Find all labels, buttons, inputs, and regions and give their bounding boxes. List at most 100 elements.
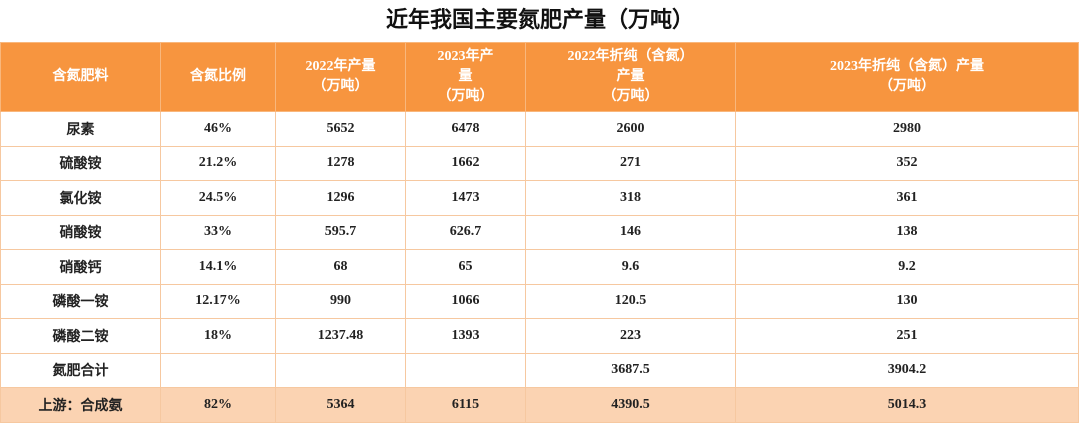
- cell-text: 1296: [326, 189, 355, 205]
- table-row: 硫酸铵 21.2% 1278 1662 271 352: [0, 145, 1079, 181]
- header-row: 含氮肥料 含氮比例 2022年产量 （万吨） 2023年产量（万吨） 2022年折纯（含氮…: [0, 42, 1079, 112]
- cell-text: 1662: [451, 155, 480, 171]
- table-row: 磷酸一铵 12.17% 990 1066 120.5 130: [0, 283, 1079, 319]
- header-cell: 含氮肥料: [0, 42, 161, 112]
- header-line: 含氮肥料: [52, 69, 109, 84]
- table-cell: 1296: [275, 180, 406, 216]
- table-cell: 251: [735, 318, 1079, 354]
- table-cell: 2980: [735, 111, 1079, 147]
- table-cell: 24.5%: [160, 180, 276, 216]
- table-cell: 352: [735, 145, 1079, 181]
- header-line: 2023年产: [437, 49, 494, 64]
- cell-text: 14.1%: [198, 258, 238, 274]
- cell-text: 尿素: [66, 122, 95, 138]
- table-cell: 1662: [405, 145, 526, 181]
- table-cell: 5652: [275, 111, 406, 147]
- table-cell: 21.2%: [160, 145, 276, 181]
- table-cell: 4390.5: [525, 387, 736, 423]
- table-row: 氯化铵 24.5% 1296 1473 318 361: [0, 180, 1079, 216]
- table-cell: 595.7: [275, 214, 406, 250]
- table-cell: 14.1%: [160, 249, 276, 285]
- table-cell: 磷酸二铵: [0, 318, 161, 354]
- table-cell: 6115: [405, 387, 526, 423]
- table-cell: 130: [735, 283, 1079, 319]
- cell-text: 6478: [451, 120, 480, 136]
- table-cell: 318: [525, 180, 736, 216]
- cell-text: 2980: [893, 120, 921, 136]
- header-cell: 含氮比例: [160, 42, 276, 112]
- table-cell: 硫酸铵: [0, 145, 161, 181]
- cell-text: 1393: [451, 327, 480, 343]
- cell-text: 硝酸钙: [59, 260, 102, 276]
- cell-text: 上游：合成氨: [38, 398, 123, 414]
- cell-text: 361: [896, 189, 918, 205]
- cell-text: 3687.5: [611, 362, 650, 378]
- cell-text: 氮肥合计: [52, 364, 109, 380]
- cell-text: 24.5%: [198, 189, 238, 205]
- header-cell: 2023年折纯（含氮）产量 （万吨）: [735, 42, 1079, 112]
- header-cell: 2022年折纯（含氮） 产量 （万吨）: [525, 42, 736, 112]
- table-cell: 氯化铵: [0, 180, 161, 216]
- table-row: 硝酸铵 33% 595.7 626.7 146 138: [0, 214, 1079, 250]
- header-line: 产量: [616, 69, 645, 84]
- cell-text: 130: [896, 293, 918, 309]
- header-line: （万吨）: [879, 79, 935, 94]
- table-cell: [160, 352, 276, 388]
- table-cell: 氮肥合计: [0, 352, 161, 388]
- table-cell: [405, 352, 526, 388]
- table-cell: 硝酸铵: [0, 214, 161, 250]
- cell-text: 65: [458, 258, 473, 274]
- cell-text: 4390.5: [611, 396, 650, 412]
- cell-text: 21.2%: [198, 155, 238, 171]
- title: 近年我国主要氮肥产量（万吨）: [385, 7, 694, 32]
- header-line: 量: [458, 69, 473, 84]
- table-cell: 626.7: [405, 214, 526, 250]
- table-cell: 33%: [160, 214, 276, 250]
- cell-text: 1473: [451, 189, 480, 205]
- cell-text: 2600: [616, 120, 645, 136]
- header-line: 含氮比例: [190, 69, 246, 84]
- table-cell: 65: [405, 249, 526, 285]
- table-row: 磷酸二铵 18% 1237.48 1393 223 251: [0, 318, 1079, 354]
- cell-text: 硝酸铵: [59, 226, 102, 242]
- cell-text: 138: [896, 224, 918, 240]
- table-cell: 12.17%: [160, 283, 276, 319]
- table-cell: 223: [525, 318, 736, 354]
- cell-text: 磷酸二铵: [52, 329, 109, 345]
- cell-text: 352: [896, 155, 918, 171]
- cell-text: 18%: [204, 327, 232, 343]
- cell-text: 12.17%: [195, 293, 241, 309]
- table-cell: 尿素: [0, 111, 161, 147]
- cell-text: 146: [620, 224, 641, 240]
- cell-text: 5364: [326, 396, 355, 412]
- cell-text: 1278: [326, 155, 355, 171]
- table-cell: 1393: [405, 318, 526, 354]
- header-cell: 2023年产量 （万吨）: [405, 42, 526, 112]
- table-cell: 146: [525, 214, 736, 250]
- table-cell: 82%: [160, 387, 276, 423]
- table-cell: 5364: [275, 387, 406, 423]
- cell-text: 68: [333, 258, 348, 274]
- table-cell: 硝酸钙: [0, 249, 161, 285]
- table-cell: 9.6: [525, 249, 736, 285]
- table-cell: 46%: [160, 111, 276, 147]
- cell-text: 82%: [204, 396, 232, 412]
- cell-text: 120.5: [614, 293, 647, 309]
- cell-text: 5014.3: [887, 396, 927, 412]
- table-cell: 5014.3: [735, 387, 1079, 423]
- cell-text: 9.6: [621, 258, 640, 274]
- table-cell: 2600: [525, 111, 736, 147]
- table-cell: 68: [275, 249, 406, 285]
- table-cell: 271: [525, 145, 736, 181]
- table-cell: 1473: [405, 180, 526, 216]
- header-line: （万吨）: [602, 89, 659, 104]
- table: 含氮肥料 含氮比例 2022年产量 （万吨） 2023年产量（万吨） 2022年折纯（含氮…: [0, 42, 1079, 423]
- cell-text: 9.2: [898, 258, 916, 274]
- table-cell: 9.2: [735, 249, 1079, 285]
- cell-text: 33%: [204, 224, 232, 240]
- cell-text: 1237.48: [317, 327, 364, 343]
- table-cell: 6478: [405, 111, 526, 147]
- header-line: （万吨）: [437, 89, 494, 104]
- table-row: 硝酸钙 14.1% 68 65 9.6 9.2: [0, 249, 1079, 285]
